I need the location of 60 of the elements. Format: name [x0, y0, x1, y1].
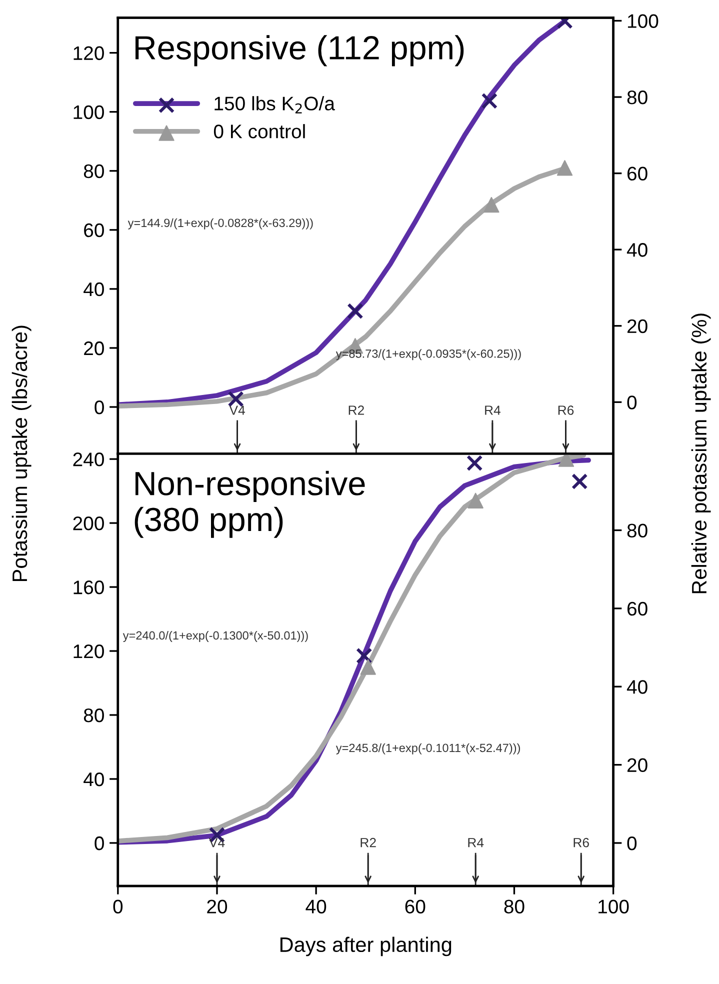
x-tick-label: 0 — [113, 900, 123, 914]
y-tick-label: 200 — [73, 516, 104, 530]
point — [347, 302, 364, 320]
ref-line-label: R2 — [360, 838, 376, 848]
point — [556, 160, 573, 176]
y-tick-label: 40 — [84, 282, 104, 296]
annotation: y=144.9/(1+exp(-0.0828*(x-63.29))) — [128, 218, 313, 230]
point — [558, 454, 574, 467]
y-tick-label: 160 — [74, 580, 104, 594]
ref-line-label: R2 — [348, 406, 364, 415]
point — [466, 454, 483, 472]
y-tick-label: 80 — [84, 708, 104, 722]
point — [484, 196, 500, 213]
x-tick-label: 20 — [207, 900, 228, 914]
y-tick-label: 100 — [74, 105, 104, 120]
point — [356, 648, 372, 664]
y2-tick-label: 40 — [626, 243, 648, 257]
y2-tick-label: 80 — [627, 90, 648, 104]
annotation: y=240.0/(1+exp(-0.1300*(x-50.01))) — [122, 630, 308, 642]
chart-title: Responsive (112 ppm) — [136, 35, 464, 66]
y-tick-label: 40 — [84, 772, 104, 786]
x-tick-label: 100 — [598, 900, 629, 914]
point — [360, 659, 376, 675]
text: Non-responsive (380 ppm) — [134, 470, 365, 538]
ref-line-label: R6 — [574, 838, 589, 848]
x-tick-label: 40 — [306, 900, 326, 914]
x-tick-label: 80 — [504, 900, 524, 914]
y2-tick-label: 100 — [628, 14, 658, 28]
point — [572, 473, 588, 490]
y2-tick-label: 0 — [627, 836, 637, 850]
ref-line-label: V4 — [208, 838, 225, 848]
y2-tick-label: 60 — [627, 602, 648, 616]
y2-tick-label: 20 — [627, 319, 648, 334]
ref-line-label: R4 — [468, 838, 484, 848]
y-tick-label: 60 — [84, 223, 104, 238]
legend-label: 150 lbs K$_{2}$O/a — [214, 96, 335, 114]
y2-tick-label: 40 — [626, 680, 648, 694]
legend-label: 0 K control — [214, 124, 305, 138]
point — [468, 492, 484, 508]
annotation: y=245.8/(1+exp(-0.1011*(x-52.47))) — [336, 743, 520, 754]
y-tick-label: 0 — [94, 400, 104, 414]
y2-tick-label: 80 — [627, 524, 648, 538]
y-tick-label: 240 — [73, 452, 104, 466]
ref-line-label: V4 — [229, 406, 245, 415]
y2-tick-label: 20 — [627, 758, 648, 772]
x-tick-label: 60 — [405, 900, 426, 914]
point — [481, 92, 498, 110]
ref-line-label: R6 — [558, 406, 574, 415]
y-tick-label: 120 — [74, 644, 104, 658]
y2-axis-title: Relative potassium uptake (%) — [691, 314, 711, 594]
y-tick-label: 20 — [84, 341, 104, 356]
y-tick-label: 0 — [94, 836, 104, 850]
annotation: y=85.73/(1+exp(-0.0935*(x-60.25))) — [336, 349, 521, 360]
y-tick-label: 120 — [74, 46, 104, 60]
ref-line-label: R4 — [485, 406, 500, 415]
y2-tick-label: 60 — [627, 166, 648, 181]
y-axis-title: Potassium uptake (lbs/acre) — [12, 326, 32, 582]
x-axis-title: Days after planting — [280, 936, 452, 956]
y-tick-label: 80 — [84, 164, 104, 178]
y2-tick-label: 0 — [627, 396, 637, 410]
